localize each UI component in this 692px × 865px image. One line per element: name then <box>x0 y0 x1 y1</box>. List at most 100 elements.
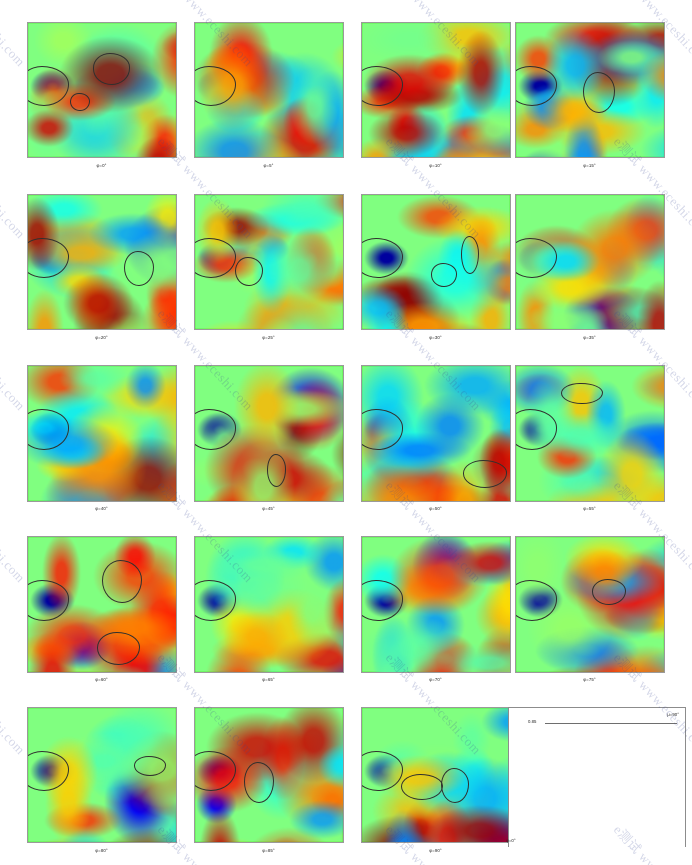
field-blob <box>456 30 506 117</box>
panel-caption: φ=90° <box>429 848 442 853</box>
contour-plot-area <box>360 22 511 158</box>
contour-panel: φ=15° <box>508 22 671 195</box>
legend-frame: 0.85 μ=90° φ=0° <box>506 707 686 847</box>
contour-panel: φ=25° <box>187 194 350 367</box>
field-blob <box>361 284 408 329</box>
contour-field <box>27 366 176 501</box>
field-blob <box>234 366 300 452</box>
contour-panel: φ=85° <box>187 707 350 865</box>
contour-panel: φ=45° <box>187 365 350 538</box>
panel-caption: φ=20° <box>95 335 108 340</box>
field-blob <box>59 366 131 398</box>
contour-plot-area <box>193 707 344 843</box>
contour-panel: φ=5° <box>187 22 350 195</box>
contour-field <box>515 366 664 501</box>
field-blob <box>449 540 510 585</box>
field-blob <box>264 231 334 308</box>
contour-plot-area <box>360 707 511 843</box>
field-blob <box>165 89 176 157</box>
field-blob <box>362 53 456 110</box>
field-blob <box>198 40 268 130</box>
contour-plot-area <box>514 194 665 330</box>
contour-field <box>515 537 664 672</box>
panel-caption: φ=15° <box>583 163 596 168</box>
panel-caption: φ=35° <box>583 335 596 340</box>
legend-contour-value: 0.85 <box>528 719 537 724</box>
contour-panel: φ=90° <box>354 707 517 865</box>
panel-caption: φ=75° <box>583 677 596 682</box>
field-blob <box>135 136 176 157</box>
field-blob <box>639 50 664 104</box>
contour-plot-area <box>514 536 665 673</box>
contour-plot-area <box>26 536 177 673</box>
contour-field <box>361 195 510 329</box>
contour-field <box>27 23 176 157</box>
contour-field <box>361 23 510 157</box>
field-blob <box>83 606 176 647</box>
contour-plot-area <box>360 365 511 502</box>
field-blob <box>160 27 176 64</box>
field-blob <box>575 548 635 598</box>
contour-field <box>361 708 510 842</box>
legend-panel: 0.85 μ=90° φ=0° <box>506 707 692 865</box>
field-blob <box>543 28 607 103</box>
panel-caption: φ=50° <box>429 506 442 511</box>
field-blob <box>361 137 400 157</box>
field-blob <box>331 34 343 78</box>
field-blob <box>364 240 409 276</box>
field-blob <box>261 195 343 236</box>
contour-plot-area <box>360 536 511 673</box>
contour-panel: φ=40° <box>20 365 183 538</box>
field-blob <box>526 665 625 672</box>
contour-field <box>194 194 344 329</box>
panel-caption: φ=80° <box>95 848 108 853</box>
panel-caption: φ=25° <box>262 335 275 340</box>
legend-top-right-label: μ=90° <box>667 712 679 717</box>
panel-caption: φ=85° <box>262 848 275 853</box>
field-blob <box>598 431 664 501</box>
contour-field <box>194 708 343 842</box>
field-blob <box>102 664 156 672</box>
contour-field <box>27 708 176 842</box>
contour-plot-area <box>193 194 344 330</box>
field-blob <box>202 555 307 620</box>
field-blob <box>293 147 343 157</box>
contour-panel: φ=30° <box>354 194 517 367</box>
field-blob <box>343 194 344 274</box>
field-blob <box>289 800 343 840</box>
panel-caption: φ=30° <box>429 335 442 340</box>
contour-panel: φ=20° <box>20 194 183 367</box>
contour-field <box>515 195 664 329</box>
panel-caption: φ=60° <box>95 677 108 682</box>
contour-plot-area <box>26 365 177 502</box>
panel-caption: φ=40° <box>95 506 108 511</box>
contour-plot-area <box>193 536 344 673</box>
field-blob <box>630 366 664 410</box>
panel-row: φ=60° φ=65° φ=70° φ=75° <box>0 536 692 709</box>
field-blob <box>414 393 486 460</box>
field-blob <box>273 669 343 672</box>
panel-row: φ=20° φ=25° φ=30° φ=35° <box>0 194 692 367</box>
field-blob <box>41 537 81 613</box>
field-blob <box>27 416 119 470</box>
panel-caption: φ=70° <box>429 677 442 682</box>
field-blob <box>125 366 166 410</box>
field-blob <box>662 366 664 400</box>
contour-plot-area <box>26 194 177 330</box>
field-blob <box>38 736 99 810</box>
contour-field <box>27 537 176 672</box>
panel-row: φ=80° φ=85° φ=90° 0.85 μ=90° φ=0° <box>0 707 692 865</box>
field-blob <box>58 36 163 114</box>
contour-field <box>361 366 510 501</box>
panel-caption: φ=0° <box>96 163 107 168</box>
field-blob <box>62 272 135 329</box>
contour-field <box>515 23 664 157</box>
contour-panel: φ=35° <box>508 194 671 367</box>
contour-panel: φ=10° <box>354 22 517 195</box>
panel-row: φ=40° φ=45° φ=50° φ=55° <box>0 365 692 538</box>
field-blob <box>223 611 291 664</box>
field-blob <box>515 537 566 609</box>
field-blob <box>37 665 132 672</box>
contour-plot-area <box>193 365 344 502</box>
